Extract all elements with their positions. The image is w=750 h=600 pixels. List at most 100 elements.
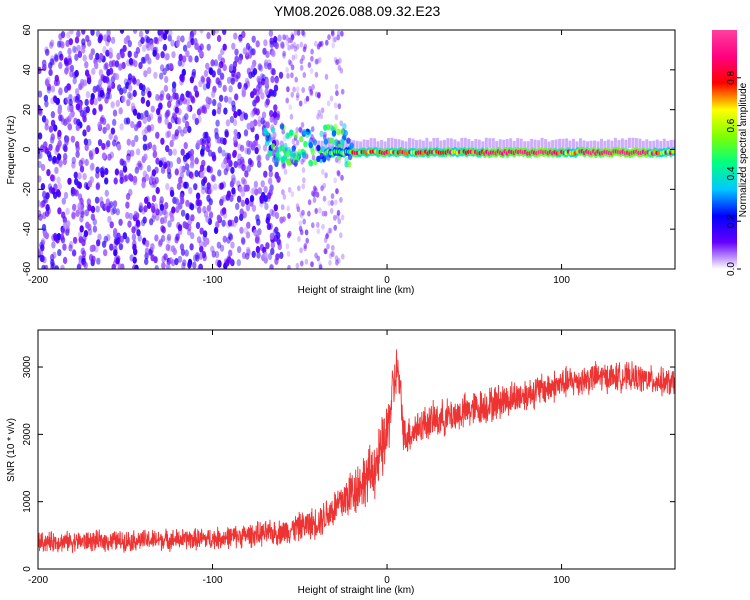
spectrogram-noise-cell — [310, 48, 314, 55]
spectrogram-noise-cell — [291, 54, 296, 61]
spectrogram-noise-cell — [38, 107, 43, 115]
spectrogram-noise-cell — [69, 64, 75, 72]
spectrogram-noise-cell — [262, 144, 268, 152]
spectrogram-noise-cell — [251, 204, 257, 212]
spectrogram-noise-cell — [202, 206, 207, 214]
spectrogram-noise-cell — [135, 148, 141, 156]
spectrogram-noise-cell — [45, 48, 50, 56]
spectrogram-noise-cell — [270, 75, 275, 83]
spectrogram-band-halo — [537, 140, 541, 154]
spectrogram-noise-cell — [159, 93, 164, 101]
spectrogram-noise-cell — [219, 73, 225, 81]
spectrogram-noise-cell — [77, 207, 82, 215]
spectrogram-noise-cell — [194, 55, 199, 63]
spectrogram-noise-cell — [184, 181, 189, 189]
spectrogram-noise-cell — [301, 209, 305, 216]
spectrogram-noise-cell — [320, 107, 325, 114]
spectrogram-noise-cell — [261, 111, 267, 119]
spectrogram-noise-cell — [239, 114, 244, 122]
spectrogram-onset-cell — [279, 123, 285, 130]
spectrogram-noise-cell — [155, 213, 160, 221]
spectrogram-noise-cell — [335, 59, 339, 66]
spectrogram-noise-cell — [128, 93, 133, 101]
spectrogram-noise-cell — [55, 144, 60, 153]
colorbar-ticks: 0.0 0.2 0.4 0.6 0.8 — [726, 70, 741, 276]
spectrogram-noise-cell — [115, 257, 120, 265]
spectrogram-y-tick-label: 60 — [22, 24, 33, 36]
spectrogram-noise-cell — [96, 239, 101, 247]
spectrogram-noise-cell — [162, 33, 168, 41]
spectrogram-noise-cell — [324, 172, 328, 179]
spectrogram-noise-cell — [69, 70, 74, 78]
spectrogram-noise-cell — [211, 154, 217, 162]
spectrogram-noise-cell — [187, 224, 192, 232]
spectrogram-noise-cell — [266, 213, 271, 221]
spectrogram-noise-cell — [226, 152, 232, 160]
spectrogram-band-halo — [421, 140, 425, 153]
spectrogram-noise-cell — [142, 111, 147, 119]
spectrogram-noise-cell — [259, 195, 264, 203]
spectrogram-noise-cell — [321, 210, 326, 217]
spectrogram-noise-cell — [182, 55, 187, 63]
spectrogram-noise-cell — [64, 67, 69, 75]
spectrogram-noise-cell — [94, 196, 100, 204]
spectrogram-noise-cell — [218, 182, 223, 190]
spectrogram-band-halo — [376, 141, 380, 154]
spectrogram-noise-cell — [340, 30, 344, 37]
spectrogram-noise-cell — [200, 150, 205, 158]
spectrogram-noise-cell — [58, 114, 63, 122]
spectrogram-noise-cell — [132, 108, 138, 116]
spectrogram-noise-cell — [272, 131, 277, 139]
spectrogram-noise-cell — [82, 259, 87, 268]
spectrogram-noise-cell — [216, 214, 222, 222]
spectrogram-noise-cell — [263, 62, 269, 70]
spectrogram-noise-cell — [50, 174, 55, 182]
colorbar: 0.0 0.2 0.4 0.6 0.8 Normalized spectral ampl… — [712, 30, 749, 276]
spectrogram-band-halo — [582, 140, 586, 152]
spectrogram-noise-cell — [279, 251, 284, 259]
spectrogram-noise-cell — [214, 250, 220, 259]
spectrogram-noise-cell — [340, 174, 344, 181]
spectrogram-noise-cell — [193, 38, 198, 46]
spectrogram-noise-cell — [214, 30, 220, 34]
spectrogram-noise-cell — [118, 107, 123, 115]
spectrogram-noise-cell — [105, 123, 111, 131]
spectrogram-noise-cell — [99, 87, 105, 95]
snr-y-label: SNR (10 * v/v) — [6, 418, 17, 482]
spectrogram-noise-cell — [146, 164, 152, 173]
spectrogram-noise-cell — [157, 240, 163, 248]
spectrogram-band-halo — [491, 138, 495, 149]
spectrogram-noise-cell — [132, 264, 137, 269]
snr-data — [38, 349, 675, 553]
spectrogram-band-halo — [453, 139, 457, 152]
spectrogram-noise-cell — [217, 62, 222, 70]
spectrogram-noise-cell — [162, 156, 167, 164]
spectrogram-noise-cell — [42, 59, 47, 67]
spectrogram-noise-cell — [45, 192, 50, 200]
spectrogram-noise-cell — [336, 34, 341, 41]
spectrogram-noise-cell — [324, 73, 329, 80]
spectrogram-noise-cell — [257, 154, 262, 162]
spectrogram-noise-cell — [234, 93, 239, 101]
spectrogram-noise-cell — [293, 45, 298, 52]
spectrogram-band-halo — [666, 140, 670, 152]
spectrogram-noise-cell — [158, 238, 164, 246]
spectrogram-noise-cell — [165, 53, 170, 61]
spectrogram-noise-cell — [95, 171, 100, 179]
spectrogram-noise-cell — [218, 61, 224, 69]
spectrogram-noise-cell — [140, 96, 146, 104]
spectrogram-band-halo — [397, 139, 401, 150]
spectrogram-noise-cell — [52, 156, 57, 164]
spectrogram-noise-cell — [286, 86, 290, 93]
spectrogram-noise-cell — [218, 94, 224, 102]
spectrogram-noise-cell — [103, 34, 108, 42]
spectrogram-noise-cell — [42, 141, 48, 149]
spectrogram-noise-cell — [250, 110, 255, 118]
spectrogram-noise-cell — [106, 140, 111, 148]
spectrogram-noise-cell — [147, 90, 152, 98]
spectrogram-noise-cell — [168, 30, 173, 37]
spectrogram-band-halo — [331, 138, 335, 152]
spectrogram-noise-cell — [168, 161, 174, 169]
spectrogram-noise-cell — [295, 203, 300, 210]
spectrogram-band-halo — [551, 140, 555, 151]
